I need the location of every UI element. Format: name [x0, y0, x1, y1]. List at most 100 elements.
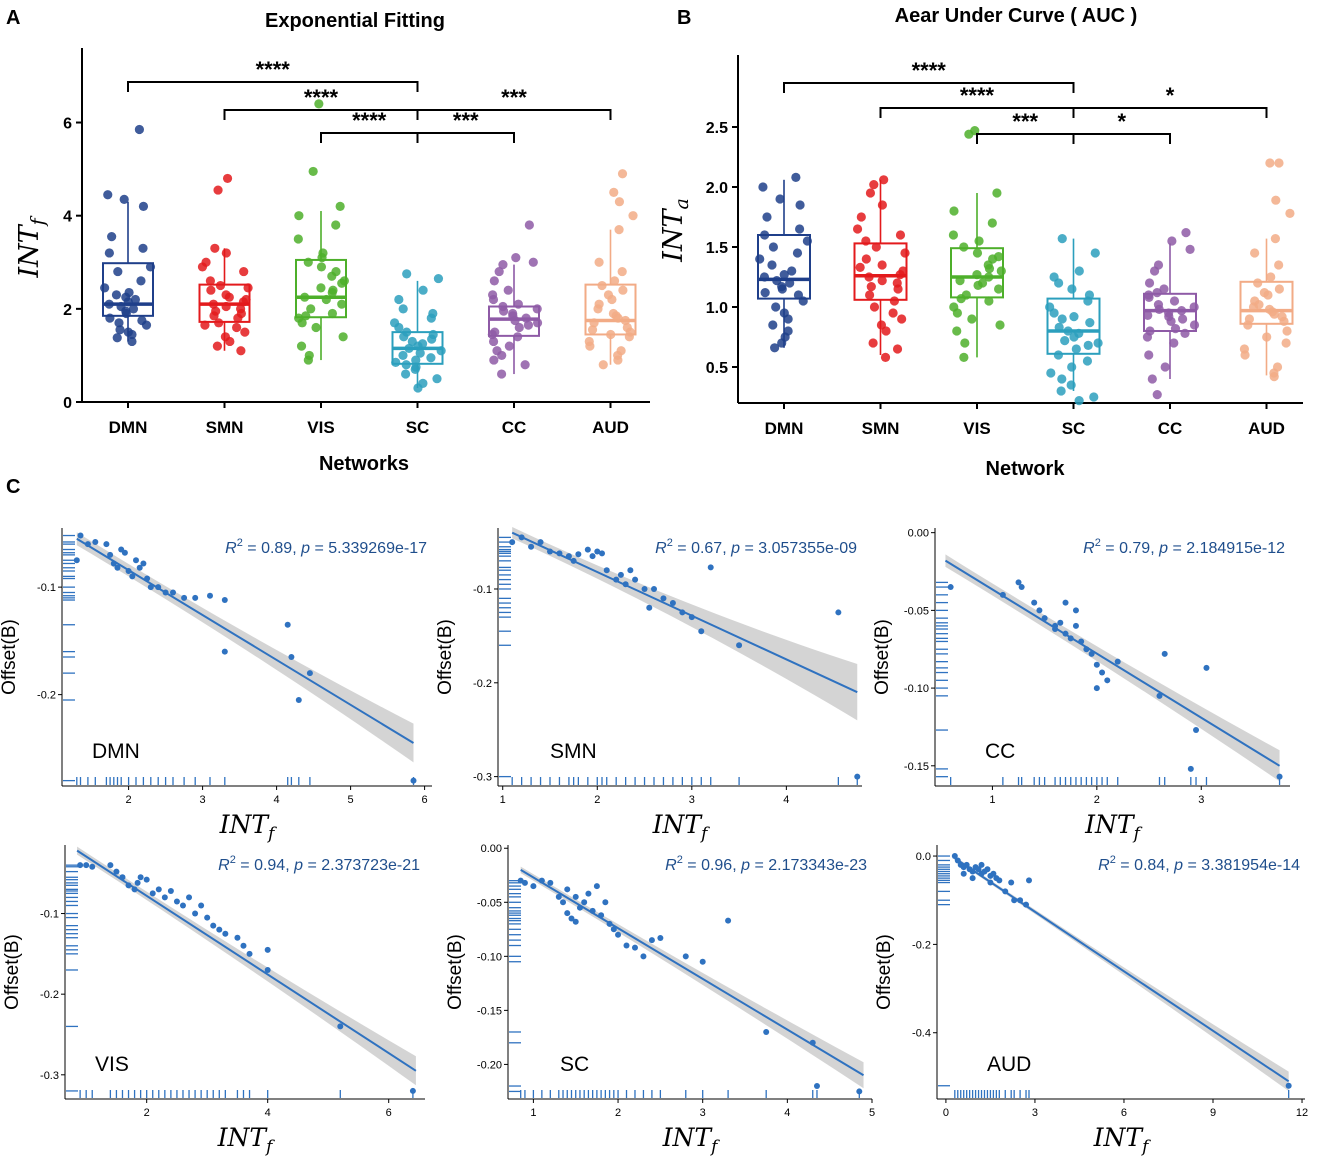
data-point	[136, 276, 146, 286]
data-point	[572, 893, 579, 900]
y-axis-label: Offset(B)	[874, 934, 895, 1010]
data-point	[504, 341, 514, 351]
data-point	[306, 304, 316, 314]
x-tick-label: 1	[989, 794, 995, 806]
data-point	[513, 332, 523, 342]
data-point	[167, 887, 174, 894]
data-point	[987, 218, 997, 228]
data-point	[192, 594, 199, 601]
data-point	[869, 302, 880, 312]
data-point	[585, 341, 595, 351]
data-point	[210, 922, 217, 929]
data-point	[587, 325, 598, 335]
data-point	[1053, 350, 1064, 360]
data-point	[89, 863, 96, 870]
data-point	[327, 271, 337, 281]
significance-label: ****	[352, 108, 387, 133]
x-tick-label: VIS	[963, 419, 990, 438]
fit-statistics: R2 = 0.89, p = 5.339269e-17	[225, 537, 427, 557]
data-point	[513, 299, 523, 309]
data-point	[972, 270, 982, 280]
data-point	[499, 306, 509, 316]
data-point	[246, 950, 253, 957]
data-point	[306, 670, 313, 677]
data-point	[1018, 584, 1025, 591]
data-point	[698, 628, 705, 635]
data-point	[155, 584, 162, 591]
data-point	[264, 966, 271, 973]
data-point	[240, 942, 247, 949]
data-point	[984, 866, 991, 873]
data-point	[1253, 278, 1263, 288]
network-label: AUD	[987, 1053, 1031, 1076]
data-point	[628, 211, 638, 221]
data-point	[222, 173, 233, 184]
data-point	[584, 546, 591, 553]
data-point	[1161, 650, 1168, 657]
data-point	[798, 296, 808, 306]
data-point	[581, 899, 588, 906]
data-point	[498, 259, 508, 270]
significance-bracket	[783, 82, 1075, 93]
data-point	[1185, 244, 1195, 254]
data-point	[133, 557, 139, 564]
y-axis-label: Offset(B)	[872, 619, 893, 695]
data-point	[149, 890, 156, 897]
data-point	[210, 243, 220, 253]
data-point	[960, 338, 970, 348]
y-tick-label: 1.0	[706, 300, 728, 317]
data-point	[660, 595, 667, 602]
data-point	[984, 296, 994, 306]
panel-b-title: Aear Under Curve ( AUC )	[895, 5, 1138, 27]
data-point	[648, 937, 655, 944]
y-tick-label: 4	[63, 209, 72, 226]
data-point	[888, 308, 898, 318]
data-point	[1090, 248, 1100, 258]
data-point	[620, 315, 631, 326]
data-point	[795, 200, 805, 210]
data-point	[104, 248, 114, 258]
x-tick-label: 5	[869, 1107, 875, 1119]
data-point	[528, 257, 538, 267]
y-tick-label: -0.1	[37, 582, 56, 594]
data-point	[314, 99, 324, 109]
data-point	[198, 902, 205, 909]
data-point	[337, 299, 347, 309]
fit-statistics: R2 = 0.96, p = 2.173343e-23	[665, 854, 867, 874]
data-point	[987, 879, 994, 886]
data-point	[864, 272, 874, 282]
data-point	[871, 242, 881, 252]
x-axis-label: INTf	[1093, 1123, 1151, 1157]
data-point	[489, 355, 499, 365]
data-point	[1274, 158, 1284, 168]
data-point	[105, 313, 115, 323]
data-point	[855, 262, 865, 272]
regression-plot-aud: 0 3 6 9 12 0.0 -0.2 -0.4 INTf Offset(B) R2 = 0.84,…	[874, 845, 1308, 1157]
data-point	[640, 953, 647, 960]
data-point	[402, 269, 412, 279]
data-point	[792, 248, 803, 258]
data-point	[127, 336, 137, 347]
data-point	[984, 264, 995, 274]
data-point	[488, 336, 499, 347]
data-point	[181, 594, 188, 601]
data-point	[963, 861, 970, 868]
data-point	[999, 591, 1006, 598]
data-point	[877, 260, 887, 270]
data-point	[996, 266, 1006, 276]
significance-label: ***	[1012, 109, 1038, 134]
data-point	[725, 917, 732, 924]
data-point	[877, 200, 888, 210]
y-tick-label: -0.1	[473, 584, 492, 596]
data-point	[137, 874, 144, 881]
data-point	[233, 313, 243, 323]
data-point	[609, 276, 620, 286]
data-point	[1274, 284, 1284, 294]
data-point	[1093, 685, 1100, 692]
data-point	[865, 188, 876, 198]
data-point	[949, 206, 959, 216]
x-tick-label: 3	[200, 794, 206, 806]
x-tick-label: AUD	[592, 418, 629, 437]
data-point	[488, 290, 498, 300]
